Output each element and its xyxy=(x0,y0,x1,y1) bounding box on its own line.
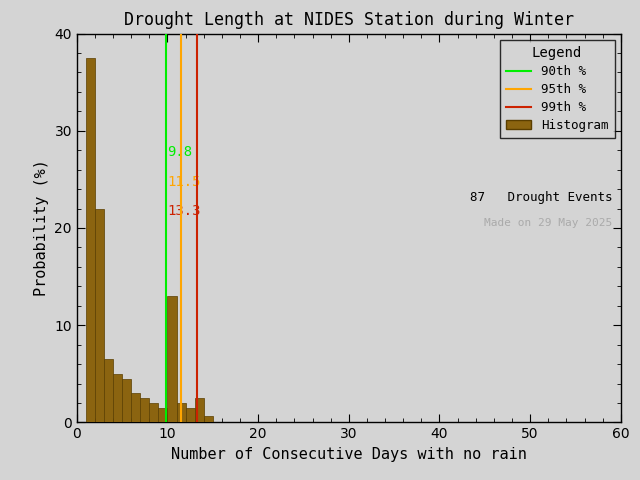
X-axis label: Number of Consecutive Days with no rain: Number of Consecutive Days with no rain xyxy=(171,447,527,462)
Bar xyxy=(149,403,158,422)
Bar xyxy=(140,398,149,422)
Bar xyxy=(204,416,212,422)
Text: 9.8: 9.8 xyxy=(168,145,193,159)
Bar xyxy=(113,374,122,422)
Bar xyxy=(131,393,140,422)
Y-axis label: Probability (%): Probability (%) xyxy=(34,159,49,297)
Bar xyxy=(177,403,186,422)
Bar xyxy=(195,398,204,422)
Text: Made on 29 May 2025: Made on 29 May 2025 xyxy=(484,218,612,228)
Bar xyxy=(95,208,104,422)
Bar xyxy=(168,296,177,422)
Legend: 90th %, 95th %, 99th %, Histogram: 90th %, 95th %, 99th %, Histogram xyxy=(500,40,614,138)
Bar xyxy=(104,359,113,422)
Bar xyxy=(86,58,95,422)
Text: 87   Drought Events: 87 Drought Events xyxy=(470,191,612,204)
Bar xyxy=(122,379,131,422)
Title: Drought Length at NIDES Station during Winter: Drought Length at NIDES Station during W… xyxy=(124,11,574,29)
Bar xyxy=(158,408,168,422)
Text: 13.3: 13.3 xyxy=(168,204,201,218)
Bar xyxy=(186,408,195,422)
Text: 11.5: 11.5 xyxy=(168,175,201,189)
